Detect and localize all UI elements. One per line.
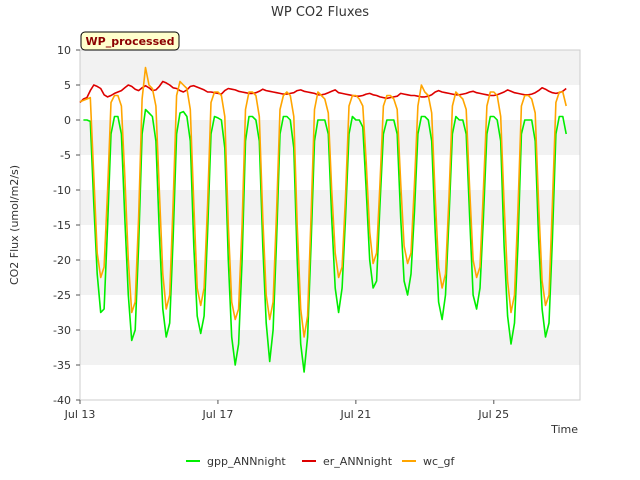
x-tick-label: Jul 21 <box>339 408 371 421</box>
y-tick-label: 10 <box>57 44 71 57</box>
y-tick-label: 5 <box>64 79 71 92</box>
legend-label-er_ANNnight: er_ANNnight <box>323 455 393 468</box>
y-tick-label: 0 <box>64 114 71 127</box>
y-tick-label: -40 <box>53 394 71 407</box>
legend-label-wc_gf: wc_gf <box>423 455 456 468</box>
chart-title: WP CO2 Fluxes <box>271 5 369 20</box>
processed-badge: WP_processed <box>80 31 180 51</box>
processed-badge-label: WP_processed <box>86 35 175 48</box>
grid-band <box>80 330 580 365</box>
x-axis-ticks: Jul 13 Jul 17 Jul 21 Jul 25 <box>64 400 509 421</box>
x-tick-label: Jul 25 <box>477 408 509 421</box>
grid-band <box>80 50 580 85</box>
x-axis-label: Time <box>550 423 578 436</box>
y-tick-label: -20 <box>53 254 71 267</box>
series-line-wc_gf <box>79 66 567 338</box>
x-tick-label: Jul 17 <box>202 408 234 421</box>
legend-label-gpp_ANNnight: gpp_ANNnight <box>207 455 286 468</box>
x-tick-label: Jul 13 <box>64 408 96 421</box>
y-axis-ticks: 10 5 0 -5 -10 -15 -20 -25 -30 -35 -40 <box>53 44 80 407</box>
series-line-er_ANNnight <box>79 80 567 104</box>
grid-band <box>80 190 580 225</box>
y-axis-label: CO2 Flux (umol/m2/s) <box>8 165 21 285</box>
y-tick-label: -35 <box>53 359 71 372</box>
processed-badge-box <box>80 31 180 51</box>
y-tick-label: -5 <box>60 149 71 162</box>
y-tick-label: -10 <box>53 184 71 197</box>
legend: gpp_ANNnight er_ANNnight wc_gf <box>186 455 456 468</box>
y-tick-label: -25 <box>53 289 71 302</box>
series-layer <box>79 66 567 373</box>
y-tick-label: -30 <box>53 324 71 337</box>
series-line-gpp_ANNnight <box>83 108 567 373</box>
y-tick-label: -15 <box>53 219 71 232</box>
